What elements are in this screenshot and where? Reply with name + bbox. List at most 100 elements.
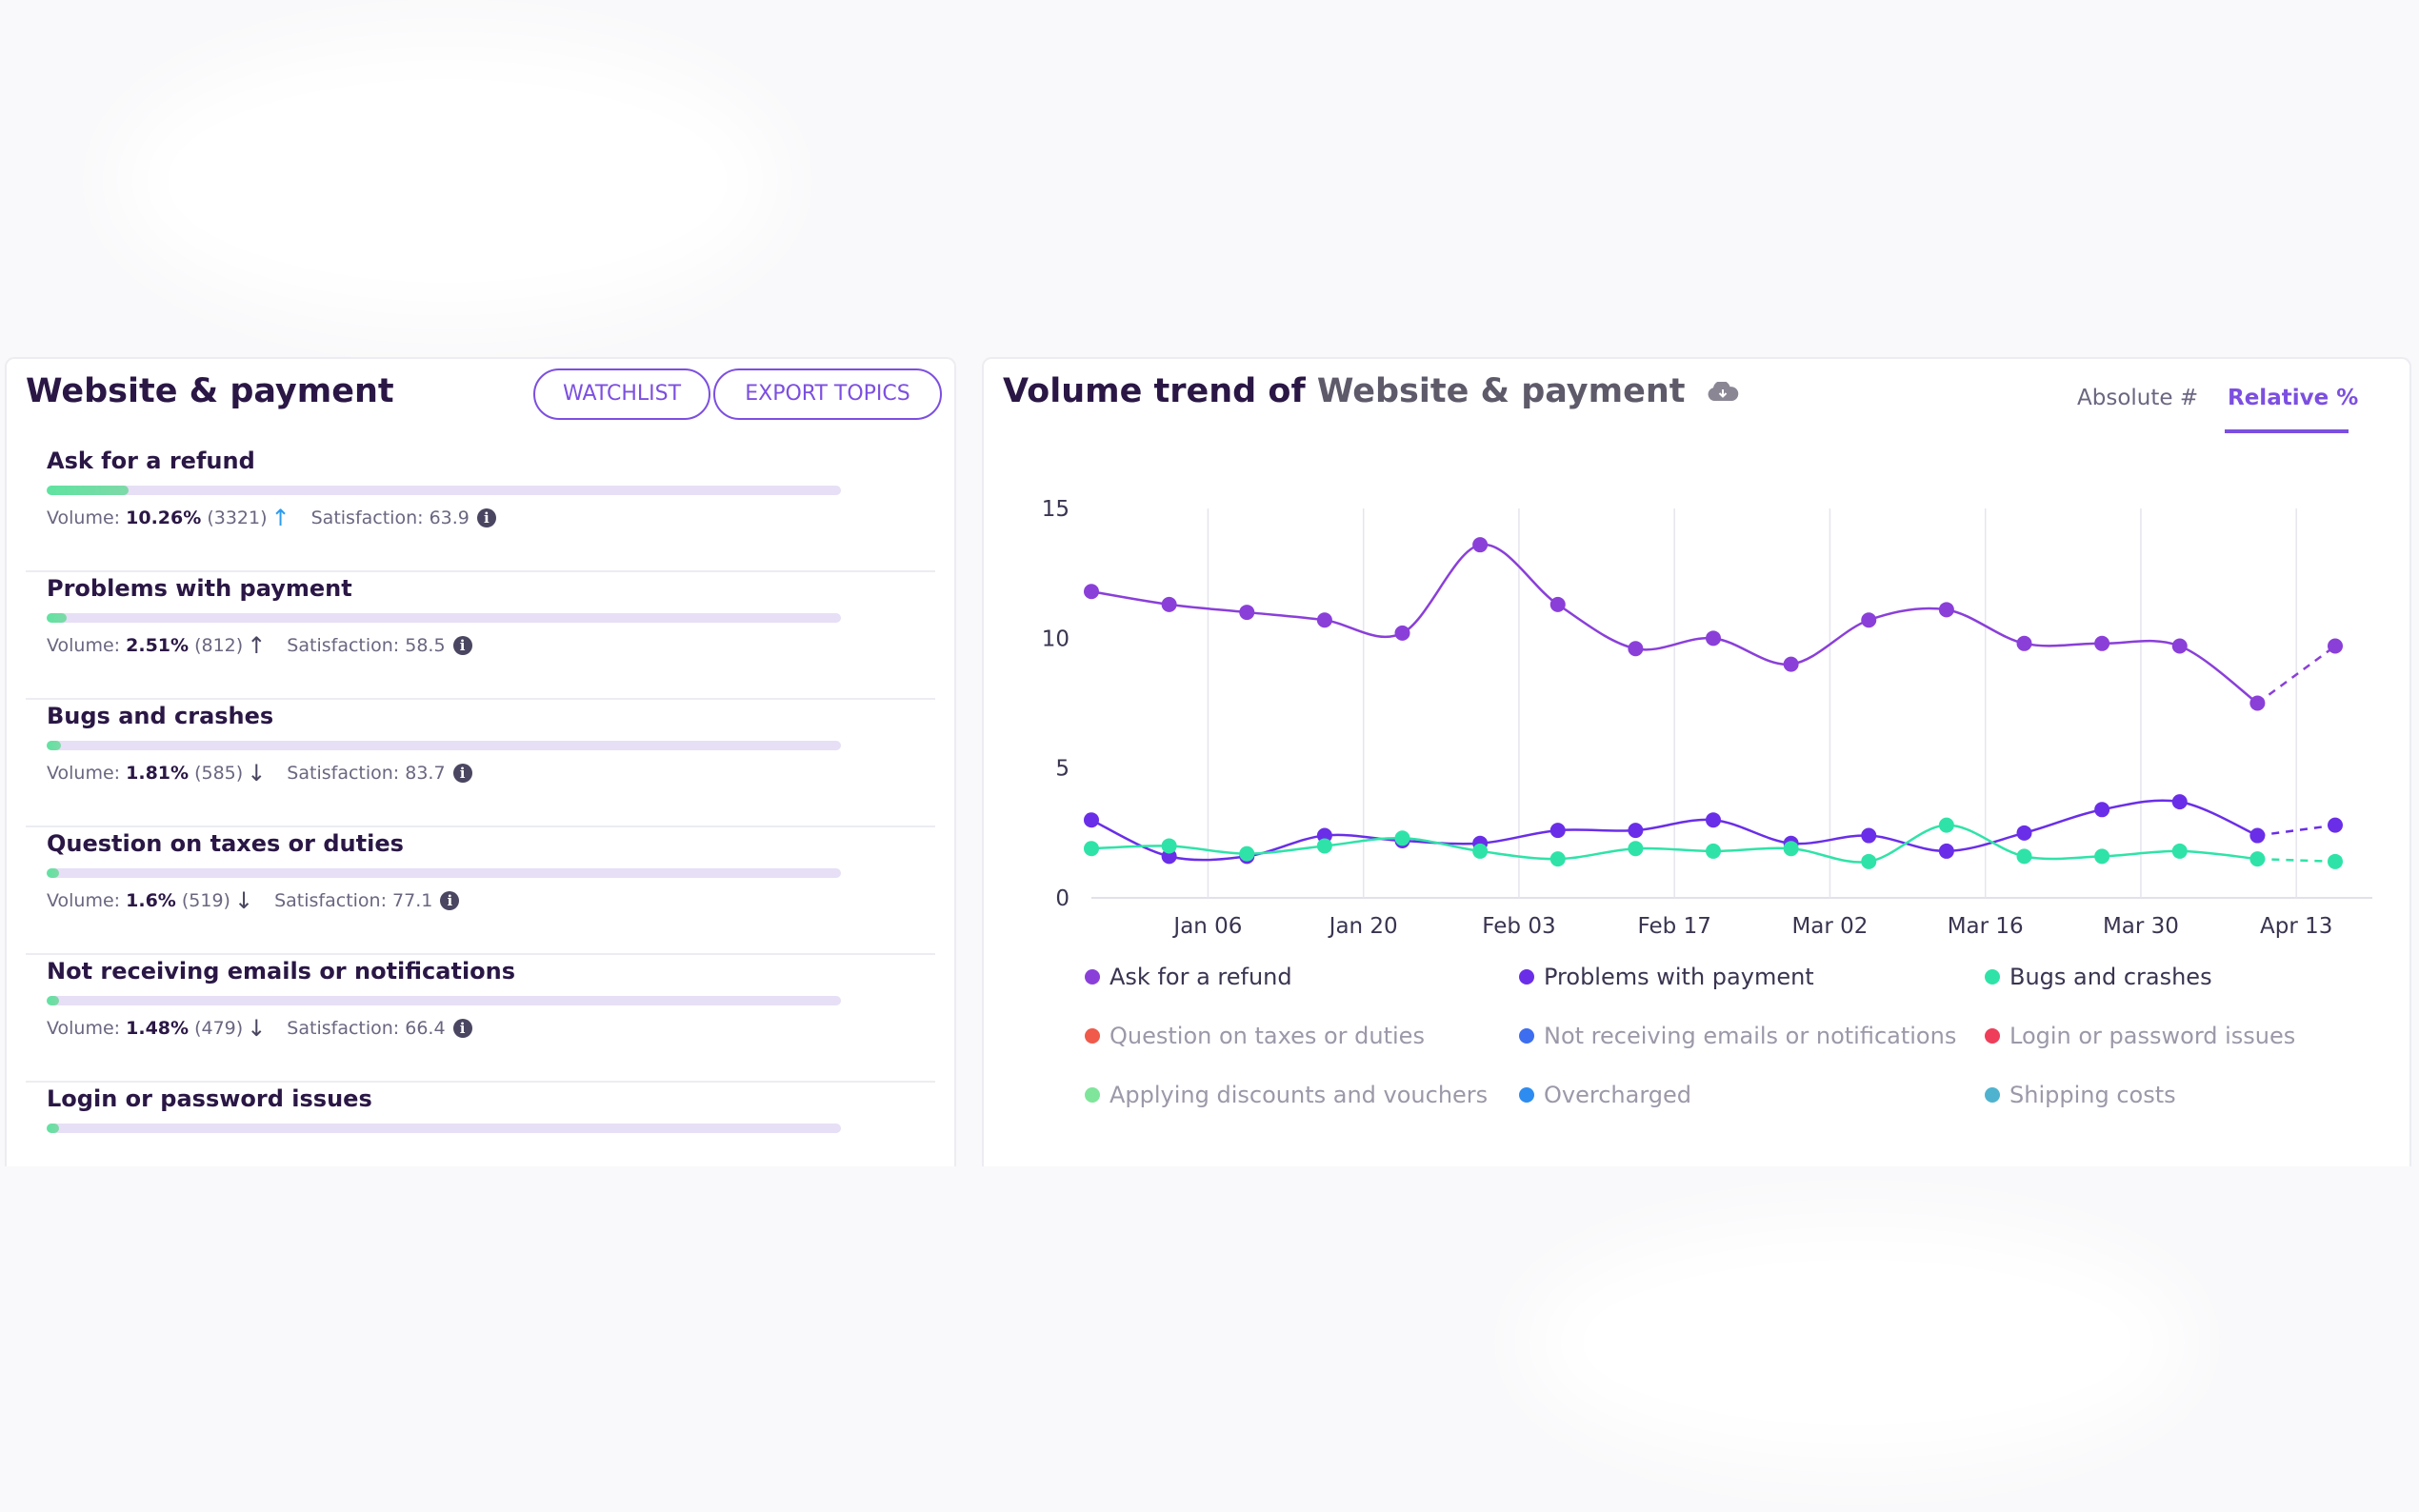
satisfaction-label: Satisfaction: xyxy=(287,763,400,784)
cloud-download-icon[interactable] xyxy=(1707,382,1739,403)
satisfaction-label: Satisfaction: xyxy=(274,890,387,911)
trend-down-icon: ↓ xyxy=(233,887,254,914)
tab-absolute[interactable]: Absolute # xyxy=(2077,386,2198,428)
info-icon[interactable]: i xyxy=(452,636,472,655)
topic-metrics: Volume: 1.6% (519) ↓ Satisfaction: 77.1 … xyxy=(47,887,460,914)
topic-name[interactable]: Not receiving emails or notifications xyxy=(47,958,516,985)
data-point xyxy=(1861,853,1877,869)
data-point xyxy=(1706,812,1721,828)
data-point xyxy=(2094,848,2110,865)
data-point xyxy=(2249,695,2266,711)
volume-bar xyxy=(47,486,841,495)
volume-bar-fill xyxy=(47,486,129,495)
x-tick-label: Jan 06 xyxy=(1171,914,1242,939)
topic-list: Ask for a refund Volume: 10.26% (3321) ↑… xyxy=(26,445,935,1166)
topic-item[interactable]: Bugs and crashes Volume: 1.81% (585) ↓ S… xyxy=(26,700,935,827)
satisfaction-label: Satisfaction: xyxy=(310,507,424,528)
topic-item[interactable]: Login or password issues xyxy=(26,1083,935,1166)
data-point xyxy=(1161,838,1177,854)
volume-bar-fill xyxy=(47,613,67,623)
legend-label: Login or password issues xyxy=(2009,1023,2295,1049)
x-tick-label: Mar 30 xyxy=(2103,914,2179,939)
topic-metrics: Volume: 1.48% (479) ↓ Satisfaction: 66.4… xyxy=(47,1016,472,1041)
volume-bar xyxy=(47,741,841,750)
volume-bar-fill xyxy=(47,868,60,878)
data-point xyxy=(1161,596,1177,612)
volume-bar-fill xyxy=(47,741,62,750)
legend-marker xyxy=(1085,969,1100,985)
topic-item[interactable]: Not receiving emails or notifications Vo… xyxy=(26,955,935,1083)
y-tick-label: 5 xyxy=(1055,757,1070,782)
volume-count: (812) xyxy=(194,635,244,656)
volume-count: (479) xyxy=(194,1018,244,1039)
satisfaction-value: 58.5 xyxy=(405,635,446,656)
chart-title: Volume trend of Website & payment xyxy=(1003,372,1739,410)
data-point xyxy=(2328,853,2343,869)
data-point xyxy=(1861,827,1877,844)
topic-name[interactable]: Question on taxes or duties xyxy=(47,830,404,857)
volume-bar xyxy=(47,868,841,878)
legend-label: Shipping costs xyxy=(2009,1082,2176,1108)
data-point xyxy=(1706,843,1721,859)
info-icon[interactable]: i xyxy=(440,891,460,910)
background-glow xyxy=(1524,1219,2190,1466)
info-icon[interactable]: i xyxy=(452,1019,472,1038)
watchlist-button[interactable]: WATCHLIST xyxy=(533,368,710,420)
data-point xyxy=(1394,830,1410,846)
info-icon[interactable]: i xyxy=(452,764,472,783)
data-point xyxy=(1084,841,1099,857)
topic-name[interactable]: Problems with payment xyxy=(47,575,352,602)
data-point xyxy=(2094,802,2110,818)
series-projection-line xyxy=(2256,645,2336,705)
data-point xyxy=(2328,638,2343,654)
volume-bar-fill xyxy=(47,1124,59,1133)
data-point xyxy=(1239,846,1255,862)
data-point xyxy=(1549,851,1566,867)
data-point xyxy=(1084,812,1099,828)
legend-marker xyxy=(1519,1087,1534,1103)
volume-percent: 10.26% xyxy=(126,507,202,528)
tab-relative[interactable]: Relative % xyxy=(2228,386,2358,428)
volume-label: Volume: xyxy=(47,1018,121,1039)
topic-name[interactable]: Ask for a refund xyxy=(47,448,255,474)
line-chart: Jan 06 Jan 20 Feb 03 Feb 17 Mar 02 Mar 16 Mar … xyxy=(1042,497,2372,1108)
legend-label: Bugs and crashes xyxy=(2009,964,2212,990)
data-point xyxy=(1472,537,1489,553)
trend-down-icon: ↓ xyxy=(247,1015,267,1042)
data-point xyxy=(1316,612,1332,628)
data-point xyxy=(2016,635,2032,651)
volume-percent: 2.51% xyxy=(126,635,190,656)
data-point xyxy=(2016,825,2032,841)
volume-label: Volume: xyxy=(47,890,121,911)
y-tick-label: 0 xyxy=(1055,886,1070,911)
data-point xyxy=(1628,823,1644,839)
legend-label: Not receiving emails or notifications xyxy=(1544,1023,1956,1049)
series-line xyxy=(1090,824,2258,864)
legend-marker xyxy=(1985,969,2000,985)
data-point xyxy=(1472,843,1489,859)
legend-label: Applying discounts and vouchers xyxy=(1110,1082,1488,1108)
topic-item[interactable]: Ask for a refund Volume: 10.26% (3321) ↑… xyxy=(26,445,935,572)
legend-marker xyxy=(1985,1087,2000,1103)
data-point xyxy=(2016,848,2032,865)
legend-marker xyxy=(1519,1028,1534,1044)
series-line xyxy=(1090,799,2258,862)
series-line xyxy=(1090,543,2259,705)
chart-title-prefix: Volume trend of xyxy=(1003,372,1306,410)
data-point xyxy=(1938,817,1954,833)
trend-up-icon: ↑ xyxy=(247,632,267,659)
data-point xyxy=(2171,794,2188,810)
x-tick-label: Mar 16 xyxy=(1948,914,2024,939)
x-tick-label: Mar 02 xyxy=(1791,914,1868,939)
topic-item[interactable]: Question on taxes or duties Volume: 1.6%… xyxy=(26,827,935,955)
data-point xyxy=(1628,841,1644,857)
y-tick-label: 10 xyxy=(1042,627,1070,651)
export-topics-button[interactable]: EXPORT TOPICS xyxy=(713,368,942,420)
data-point xyxy=(2171,638,2188,654)
topic-item[interactable]: Problems with payment Volume: 2.51% (812… xyxy=(26,572,935,700)
volume-count: (585) xyxy=(194,763,244,784)
topic-name[interactable]: Bugs and crashes xyxy=(47,703,274,729)
info-icon[interactable]: i xyxy=(476,508,496,527)
volume-percent: 1.48% xyxy=(126,1018,190,1039)
topic-name[interactable]: Login or password issues xyxy=(47,1085,372,1112)
